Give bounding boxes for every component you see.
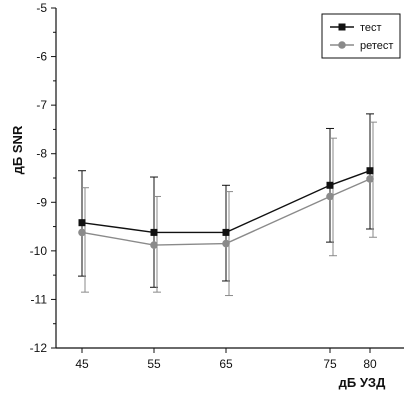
y-tick-label: -7 xyxy=(36,98,47,112)
data-point xyxy=(326,192,334,201)
x-axis-title: дБ УЗД xyxy=(339,375,386,390)
legend-label: тест xyxy=(360,22,382,34)
data-point xyxy=(366,167,374,175)
x-tick-label: 65 xyxy=(219,357,233,371)
y-tick-label: -8 xyxy=(36,147,47,161)
data-point xyxy=(78,219,86,227)
legend-marker xyxy=(338,23,346,31)
data-point xyxy=(326,181,334,189)
data-point xyxy=(78,228,86,237)
data-point xyxy=(150,241,158,249)
y-tick-label: -10 xyxy=(30,244,48,258)
legend-label: ретест xyxy=(360,40,393,52)
x-tick-label: 45 xyxy=(75,357,89,371)
legend: тест ретест xyxy=(321,13,401,59)
data-point xyxy=(150,228,158,236)
y-axis-title: дБ SNR xyxy=(10,125,25,174)
y-tick-label: -12 xyxy=(30,341,48,355)
error-bars xyxy=(78,113,377,297)
y-tick-label: -5 xyxy=(36,1,47,15)
y-tick-label: -9 xyxy=(36,195,47,209)
y-axis-ticks: -5 -6 -7 -8 -9 -10 -11 -12 xyxy=(30,1,56,355)
series-markers xyxy=(78,167,374,249)
x-tick-label: 80 xyxy=(363,357,377,371)
x-axis-ticks: 45 55 65 75 80 xyxy=(75,348,377,371)
x-tick-label: 75 xyxy=(323,357,337,371)
y-tick-label: -6 xyxy=(36,50,47,64)
legend-marker xyxy=(338,41,346,49)
data-point xyxy=(222,239,230,248)
data-point xyxy=(366,175,374,183)
legend-box xyxy=(321,13,401,59)
data-point xyxy=(222,228,230,236)
x-tick-label: 55 xyxy=(147,357,161,371)
y-tick-label: -11 xyxy=(31,292,48,306)
